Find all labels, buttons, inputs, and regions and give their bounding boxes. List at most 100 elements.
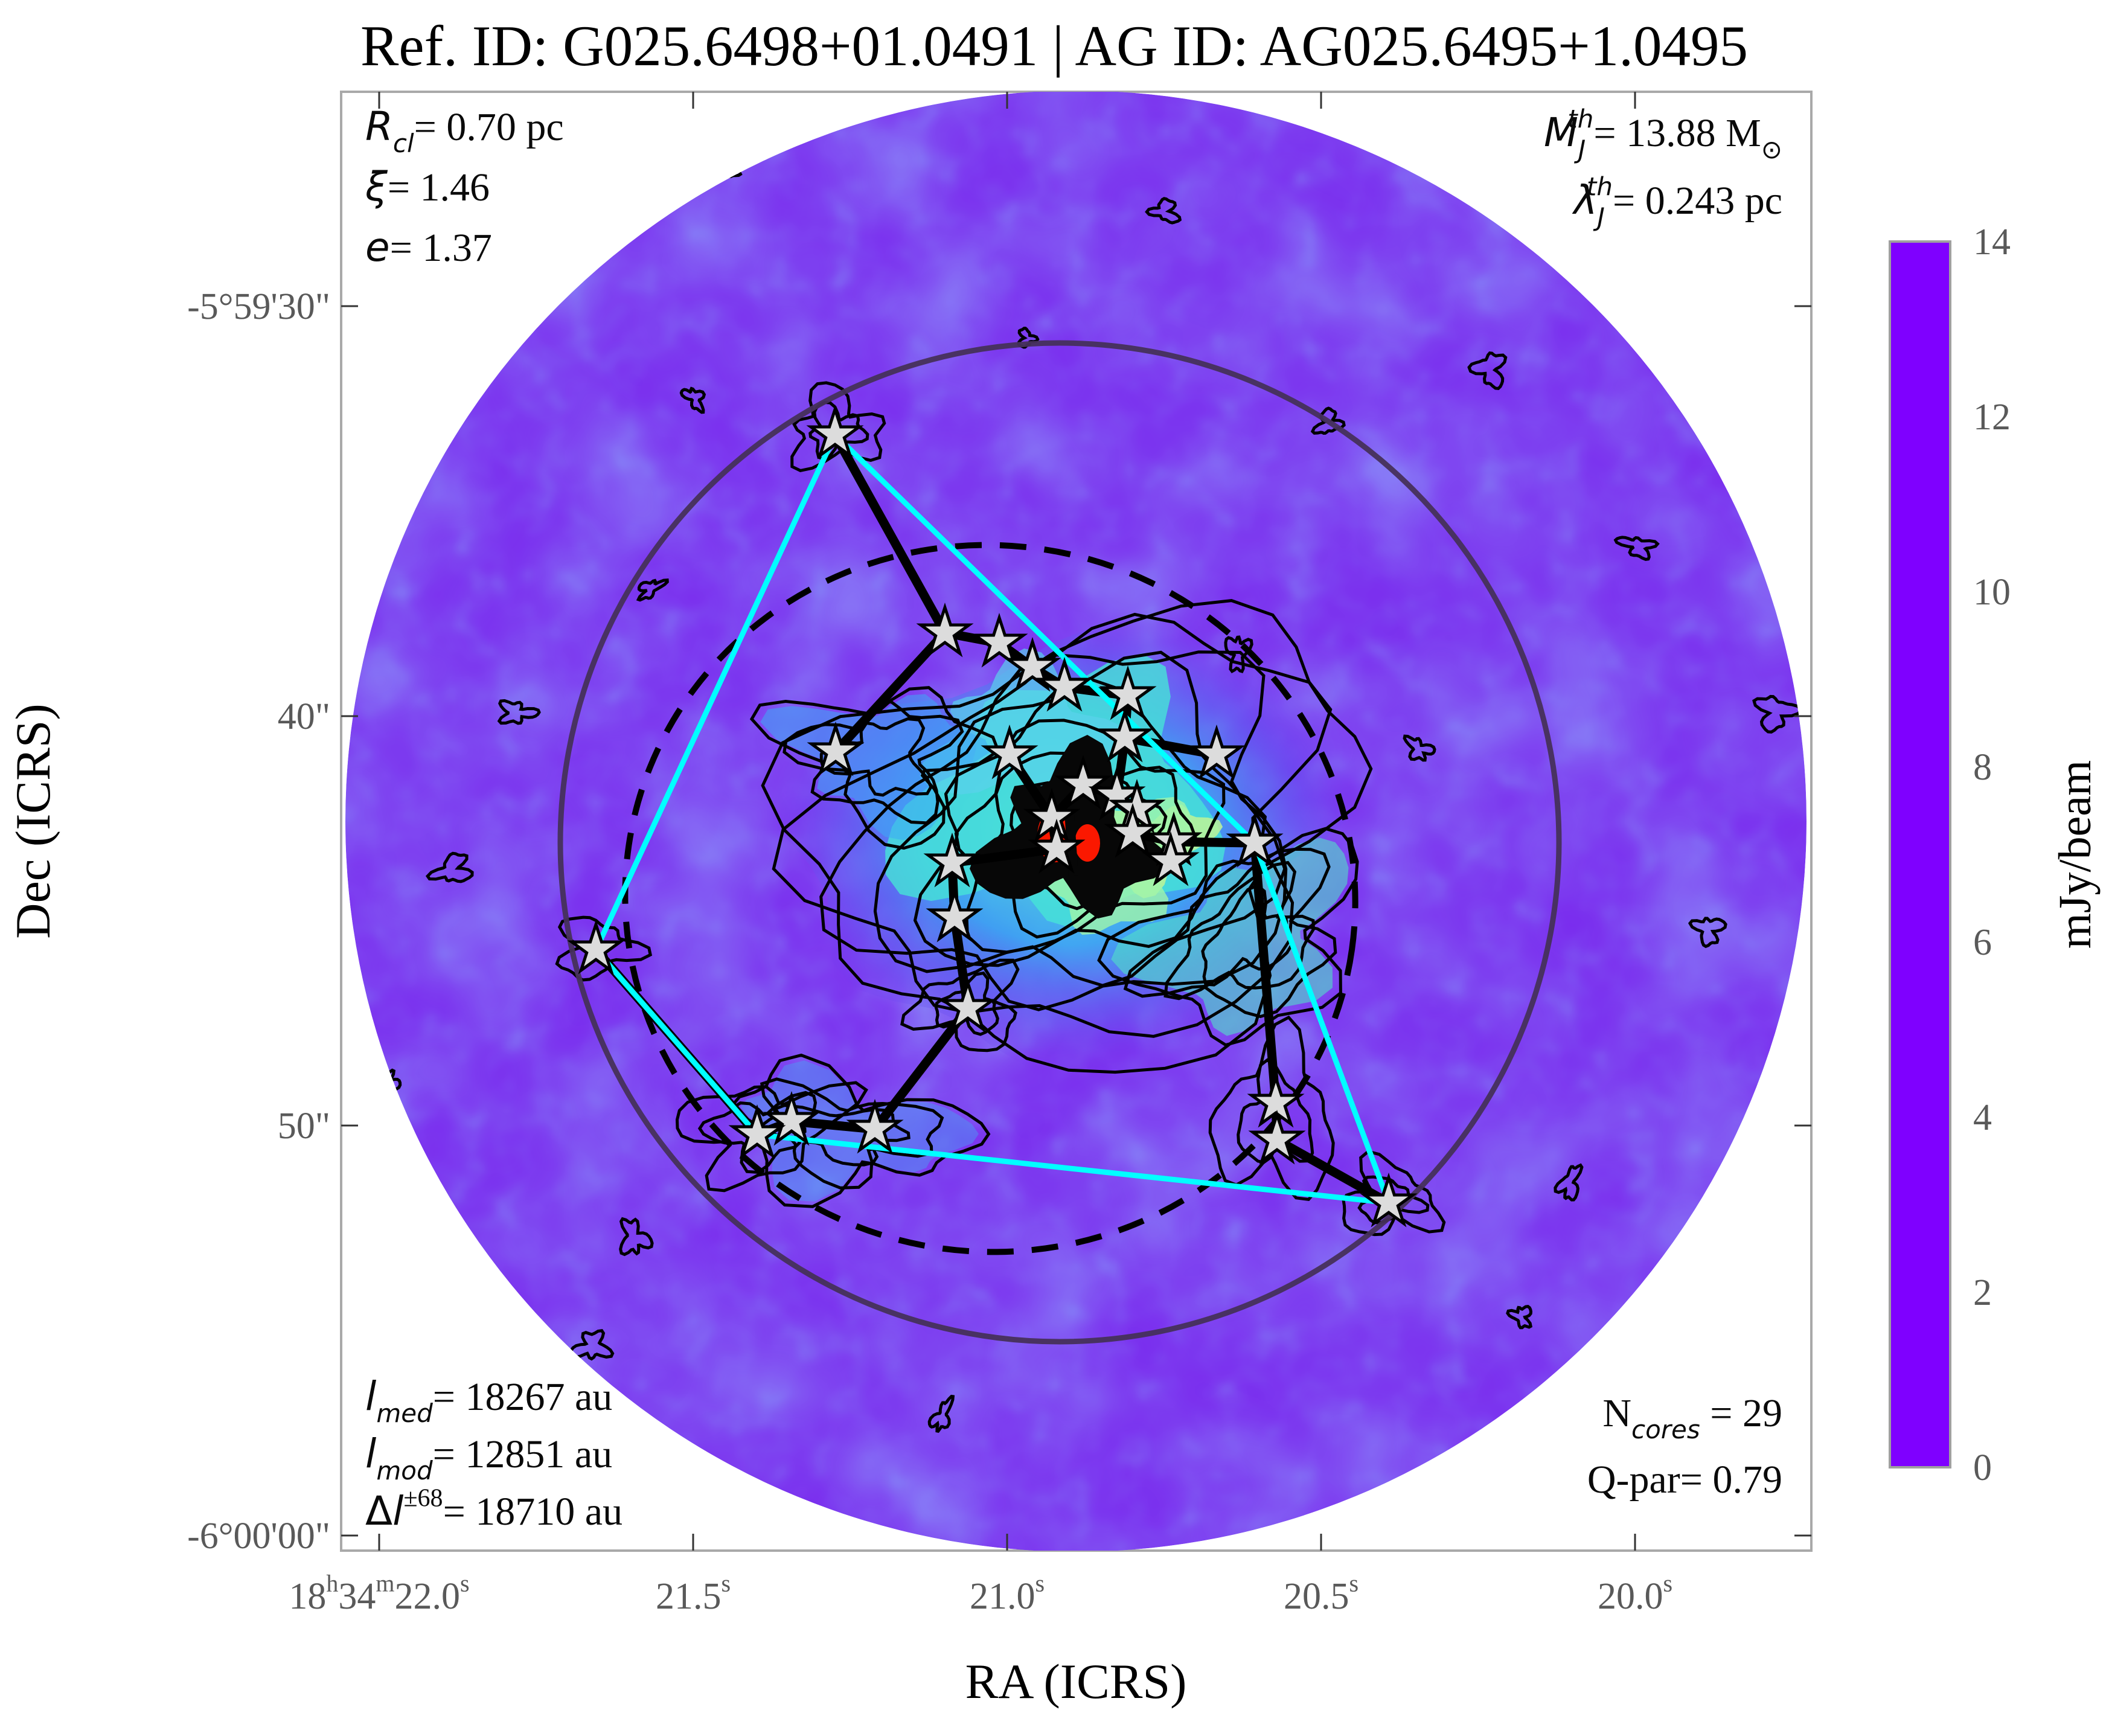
text-segment: M bbox=[1544, 109, 1578, 156]
text-segment: s bbox=[1035, 1570, 1045, 1597]
contour-path bbox=[773, 1104, 910, 1167]
text-segment: mod bbox=[376, 1456, 433, 1485]
annotation-top-left: Rcl= 0.70 pc ξ= 1.46 e= 1.37 bbox=[365, 103, 564, 271]
text-segment: R bbox=[365, 103, 393, 150]
text-segment: 34 bbox=[338, 1576, 376, 1617]
colorbar-tick-label: 8 bbox=[1973, 747, 1992, 788]
noise-contour-speck bbox=[1613, 536, 1660, 561]
mst-edge bbox=[1272, 1135, 1394, 1208]
mst-edge bbox=[1250, 838, 1281, 1108]
text-segment: Q-par= 0.79 bbox=[1587, 1458, 1782, 1502]
text-segment: cl bbox=[393, 129, 414, 158]
text-segment: h bbox=[326, 1570, 338, 1597]
mst-edge bbox=[830, 430, 950, 638]
emission-blob bbox=[1111, 838, 1349, 1036]
colorbar-tick-label: 0 bbox=[1973, 1447, 1992, 1488]
y-tick-label: -5°59'30" bbox=[187, 286, 330, 327]
annotation-line: λJth= 0.243 pc bbox=[1572, 172, 1782, 232]
text-segment: s bbox=[1349, 1570, 1359, 1597]
y-axis-label: Dec (ICRS) bbox=[5, 703, 60, 938]
colorbar-ticks: 0 2 4 6 8 10 12 14 bbox=[1973, 222, 2011, 1488]
noise-contour-speck bbox=[1403, 734, 1436, 762]
contour-path bbox=[697, 1091, 818, 1174]
annotation-line: lmed= 18267 au bbox=[365, 1373, 612, 1428]
text-segment: Δ bbox=[365, 1488, 392, 1534]
annotation-line: ξ= 1.46 bbox=[365, 164, 490, 210]
x-tick-label: 20.0s bbox=[1598, 1570, 1672, 1618]
y-tick-label: -6°00'00" bbox=[187, 1516, 330, 1557]
annotation-line: Rcl= 0.70 pc bbox=[365, 103, 564, 158]
red-peak bbox=[1075, 824, 1100, 862]
noise-contour-speck bbox=[1310, 406, 1346, 435]
text-segment: = 0.70 pc bbox=[414, 105, 564, 149]
text-segment: = 18710 au bbox=[443, 1490, 623, 1534]
colorbar-tick-label: 12 bbox=[1973, 397, 2011, 438]
text-segment: l bbox=[392, 1488, 404, 1534]
annotation-line: lmod= 12851 au bbox=[365, 1430, 612, 1485]
contour-path bbox=[1163, 860, 1315, 1001]
text-segment: ξ bbox=[365, 164, 388, 210]
text-segment: 18 bbox=[289, 1576, 326, 1617]
colorbar-tick-label: 14 bbox=[1973, 222, 2011, 263]
text-segment: = 12851 au bbox=[433, 1432, 613, 1476]
convex-hull-outline bbox=[592, 430, 1393, 1206]
contour-path bbox=[934, 971, 999, 1036]
sky-field bbox=[345, 92, 1807, 1551]
colorbar-tick-label: 6 bbox=[1973, 922, 1992, 963]
annotation-line: Q-par= 0.79 bbox=[1587, 1458, 1782, 1502]
x-tick-label: 21.0s bbox=[970, 1570, 1045, 1618]
text-segment: λ bbox=[1572, 177, 1597, 223]
text-segment: th bbox=[1567, 104, 1593, 134]
emission-blob bbox=[760, 694, 991, 841]
colorbar-tick-label: 10 bbox=[1973, 572, 2011, 613]
text-segment: s bbox=[721, 1570, 731, 1597]
text-segment: cores bbox=[1631, 1415, 1700, 1444]
contour-path bbox=[782, 700, 964, 825]
annotation-line: MJth= 13.88 M⊙ bbox=[1544, 104, 1782, 164]
annotation-line: Ncores = 29 bbox=[1602, 1391, 1782, 1444]
noise-contour-speck bbox=[1224, 635, 1253, 674]
x-axis-ticks: 18h34m22.0s 21.5s 21.0s 20.5s 20.0s bbox=[289, 92, 1672, 1617]
noise-contour-speck bbox=[1467, 351, 1508, 390]
annotation-bottom-right: Ncores = 29 Q-par= 0.79 bbox=[1587, 1391, 1782, 1502]
annotation-top-right: MJth= 13.88 M⊙λJth= 0.243 pc bbox=[1544, 104, 1782, 232]
text-segment: 21.0 bbox=[970, 1576, 1035, 1617]
text-segment: ±68 bbox=[404, 1485, 443, 1513]
noise-contour-speck bbox=[636, 578, 669, 602]
colorbar-bar bbox=[1889, 240, 1951, 1469]
x-tick-label: 20.5s bbox=[1284, 1570, 1359, 1618]
text-segment: N bbox=[1602, 1391, 1631, 1435]
text-segment: ⊙ bbox=[1761, 136, 1782, 164]
annotation-line: Δl±68= 18710 au bbox=[365, 1485, 622, 1534]
contour-path bbox=[1201, 883, 1293, 987]
text-segment: = 13.88 M bbox=[1593, 111, 1761, 155]
text-segment: = 1.37 bbox=[390, 226, 492, 270]
text-segment: = 29 bbox=[1700, 1391, 1782, 1435]
contour-path bbox=[873, 650, 1287, 987]
noise-contour-speck bbox=[569, 1329, 615, 1361]
plot-area bbox=[345, 92, 1807, 1551]
noise-contour-speck bbox=[497, 699, 541, 725]
text-segment: = 0.243 pc bbox=[1613, 179, 1782, 223]
contour-path bbox=[1237, 1058, 1314, 1164]
annotation-line: e= 1.37 bbox=[365, 224, 492, 271]
noise-contour-speck bbox=[619, 1217, 654, 1257]
noise-contour-speck bbox=[927, 1394, 955, 1433]
text-segment: = 1.46 bbox=[388, 165, 490, 210]
x-tick-label: 18h34m22.0s bbox=[289, 1570, 469, 1618]
text-segment: 20.5 bbox=[1284, 1576, 1349, 1617]
contour-path bbox=[900, 958, 1020, 1052]
colorbar: 0 2 4 6 8 10 12 14 mJy/beam bbox=[1889, 222, 2101, 1488]
text-segment: med bbox=[376, 1398, 433, 1428]
text-segment: m bbox=[376, 1570, 394, 1597]
text-segment: th bbox=[1587, 172, 1613, 202]
text-segment: l bbox=[365, 1373, 377, 1420]
y-tick-label: 40" bbox=[278, 696, 330, 737]
y-axis-ticks: -5°59'30" 40" 50" -6°00'00" bbox=[187, 286, 1811, 1557]
text-segment: l bbox=[365, 1430, 377, 1477]
figure-title: Ref. ID: G025.6498+01.0491 | AG ID: AG02… bbox=[360, 14, 1748, 78]
contour-path bbox=[749, 686, 1000, 850]
noise-contour-speck bbox=[679, 386, 706, 414]
noise-contour-speck bbox=[1554, 1163, 1584, 1202]
